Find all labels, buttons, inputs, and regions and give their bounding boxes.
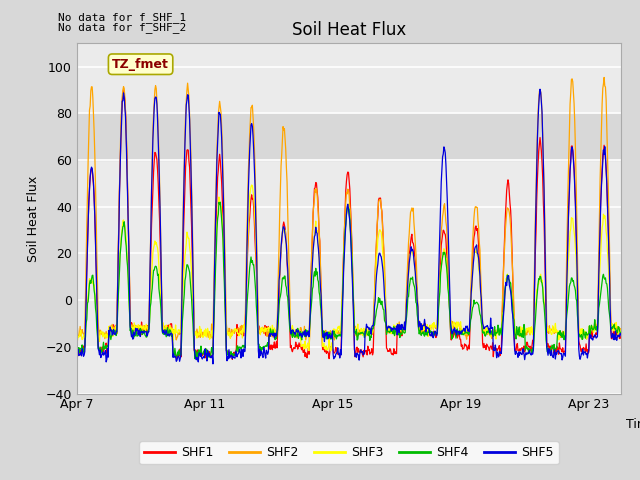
Text: No data for f_SHF_2: No data for f_SHF_2 [58,22,186,33]
Text: TZ_fmet: TZ_fmet [112,58,169,71]
Bar [77,113,621,160]
Text: No data for f_SHF_1: No data for f_SHF_1 [58,12,186,23]
Text: Time: Time [626,418,640,431]
Y-axis label: Soil Heat Flux: Soil Heat Flux [27,175,40,262]
Legend: SHF1, SHF2, SHF3, SHF4, SHF5: SHF1, SHF2, SHF3, SHF4, SHF5 [139,442,559,465]
Title: Soil Heat Flux: Soil Heat Flux [292,21,406,39]
